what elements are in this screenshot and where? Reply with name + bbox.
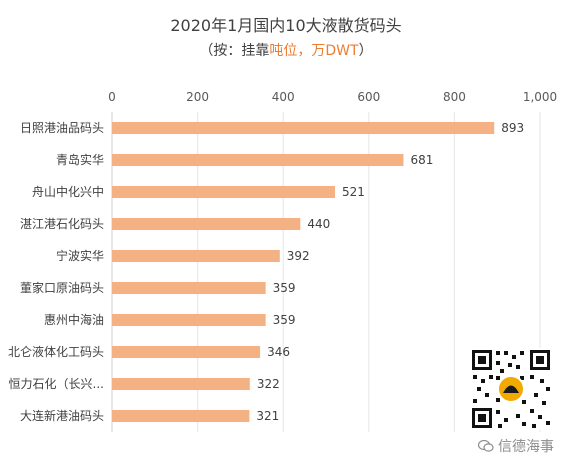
y-category-label: 惠州中海油 xyxy=(44,312,104,327)
subtitle-prefix: （按：挂靠 xyxy=(199,43,270,59)
qr-code-icon xyxy=(470,348,552,430)
bar xyxy=(112,154,404,166)
bar xyxy=(112,346,261,358)
x-tick-label: 1,000 xyxy=(523,90,557,104)
bar-value-label: 359 xyxy=(273,281,296,295)
bar xyxy=(112,314,266,326)
bar-value-label: 359 xyxy=(273,313,296,327)
bar-value-label: 322 xyxy=(257,377,280,391)
y-category-label: 大连新港油码头 xyxy=(20,408,104,423)
bar-value-label: 440 xyxy=(307,217,330,231)
chart-title: 2020年1月国内10大液散货码头 xyxy=(170,16,402,35)
y-category-label: 董家口原油码头 xyxy=(20,280,104,295)
x-tick-label: 600 xyxy=(357,90,380,104)
bar xyxy=(112,218,301,230)
wechat-icon xyxy=(478,439,494,452)
bar-value-label: 321 xyxy=(256,409,279,423)
subtitle-suffix: ） xyxy=(358,43,373,59)
bar-value-label: 893 xyxy=(501,121,524,135)
y-category-label: 舟山中化兴中 xyxy=(32,184,104,199)
y-category-label: 湛江港石化码头 xyxy=(20,217,104,231)
bar xyxy=(112,282,266,294)
y-category-label: 宁波实华 xyxy=(56,248,104,263)
watermark-text: 信德海事 xyxy=(498,439,554,455)
bar-value-label: 392 xyxy=(287,249,310,263)
bar-value-label: 521 xyxy=(342,185,365,199)
y-category-label: 恒力石化（长兴... xyxy=(9,377,104,391)
bar-value-label: 681 xyxy=(410,153,433,167)
chart-subtitle: （按：挂靠吨位，万DWT） xyxy=(0,40,572,60)
bar xyxy=(112,410,250,422)
y-category-label: 青岛实华 xyxy=(56,152,104,167)
watermark: 信德海事 xyxy=(478,436,568,456)
x-tick-label: 400 xyxy=(272,90,295,104)
y-category-label: 北仑液体化工码头 xyxy=(8,344,104,359)
subtitle-highlight: 吨位，万DWT xyxy=(269,43,359,59)
x-tick-label: 0 xyxy=(108,90,116,104)
x-tick-label: 800 xyxy=(443,90,466,104)
bar xyxy=(112,378,250,390)
x-tick-label: 200 xyxy=(186,90,209,104)
bar-value-label: 346 xyxy=(267,345,290,359)
y-category-label: 日照港油品码头 xyxy=(20,121,104,135)
bar xyxy=(112,250,280,262)
bar xyxy=(112,122,495,134)
bar xyxy=(112,186,335,198)
